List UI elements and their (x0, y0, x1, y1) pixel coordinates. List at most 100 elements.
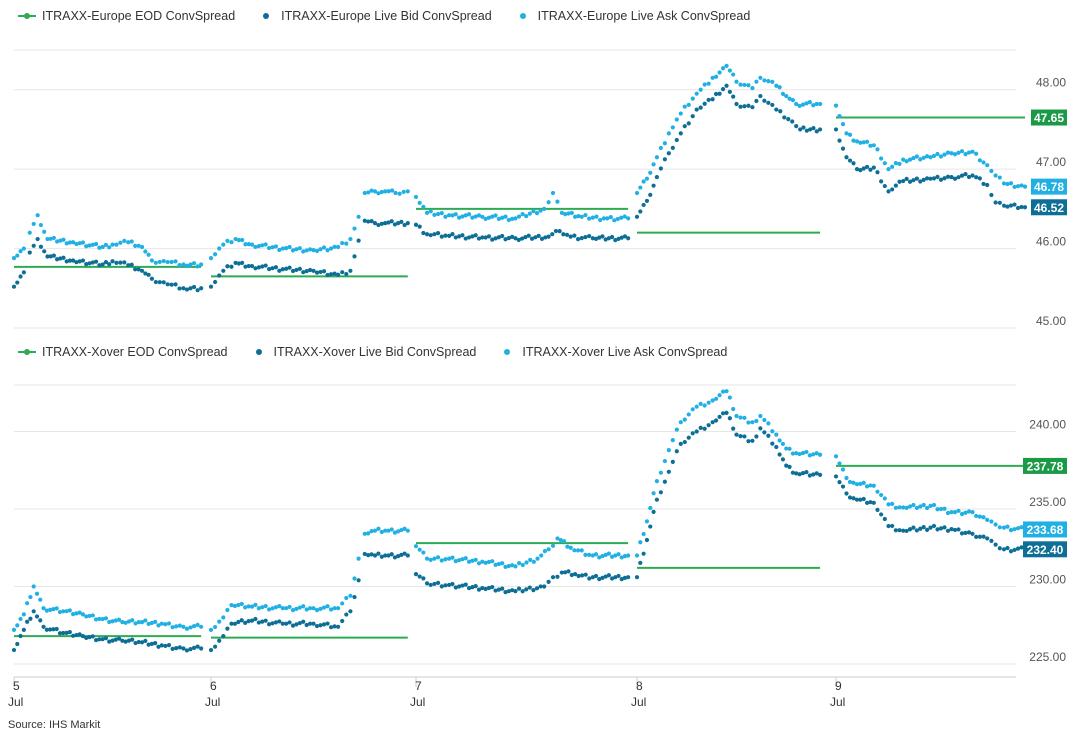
data-point (658, 166, 663, 171)
data-point (868, 167, 873, 172)
data-point (217, 638, 222, 643)
data-point (901, 528, 906, 533)
data-point (290, 248, 296, 253)
data-point (436, 580, 441, 585)
data-point (787, 464, 792, 470)
data-point (893, 183, 898, 188)
data-point (904, 505, 909, 510)
data-point (572, 233, 577, 238)
data-point (314, 248, 320, 254)
data-point (573, 214, 578, 219)
data-point (233, 236, 238, 242)
data-point (139, 620, 145, 625)
data-point (901, 505, 906, 510)
data-point (959, 511, 965, 517)
legend-item-europe-ask[interactable]: ITRAXX-Europe Live Ask ConvSpread (514, 9, 750, 23)
data-point (678, 441, 683, 446)
data-point (529, 236, 535, 241)
data-point (157, 280, 162, 285)
data-point (811, 452, 816, 457)
data-point (174, 646, 179, 651)
data-point (470, 558, 475, 563)
data-point (784, 93, 789, 99)
data-point (273, 244, 279, 249)
data-point (466, 212, 472, 217)
data-point (450, 581, 455, 587)
legend-item-xover-ask[interactable]: ITRAXX-Xover Live Ask ConvSpread (498, 345, 727, 359)
data-point (263, 603, 268, 609)
data-point (942, 525, 947, 530)
data-point (325, 272, 330, 278)
data-point (1015, 205, 1021, 211)
data-point (904, 176, 909, 181)
data-point (750, 420, 755, 425)
data-point (702, 101, 707, 106)
data-point (107, 245, 112, 250)
data-point (840, 484, 846, 489)
data-point (907, 179, 913, 184)
data-point (750, 438, 755, 443)
data-point (77, 259, 82, 264)
data-point (603, 552, 608, 557)
data-point (236, 238, 241, 243)
data-point (116, 636, 122, 641)
data-point (225, 626, 230, 631)
data-point (619, 215, 624, 220)
data-point (369, 218, 374, 224)
data-point (698, 105, 703, 110)
data-point (1001, 525, 1007, 530)
data-point (997, 525, 1002, 530)
data-point (243, 242, 248, 247)
legend-item-europe-eod[interactable]: ITRAXX-Europe EOD ConvSpread (18, 9, 235, 23)
data-point (890, 501, 895, 506)
data-point (173, 282, 178, 287)
legend-item-xover-eod[interactable]: ITRAXX-Xover EOD ConvSpread (18, 345, 228, 359)
data-point (566, 211, 571, 216)
data-point (622, 234, 628, 239)
legend-item-xover-bid[interactable]: ITRAXX-Xover Live Bid ConvSpread (250, 345, 476, 359)
data-point (921, 177, 926, 183)
data-point (510, 563, 515, 568)
data-point (301, 604, 306, 609)
data-point (169, 282, 174, 287)
data-point (253, 602, 258, 608)
data-point (199, 646, 204, 651)
data-point (837, 138, 842, 143)
data-point (476, 213, 482, 218)
data-point (847, 479, 853, 485)
data-point (21, 627, 26, 633)
series-2 (11, 63, 1028, 269)
data-point (386, 189, 391, 194)
data-point (199, 624, 204, 629)
data-point (129, 239, 134, 244)
data-point (413, 194, 419, 200)
data-point (113, 637, 118, 642)
data-point (717, 91, 722, 96)
data-point (615, 216, 620, 222)
data-point (989, 168, 994, 174)
data-point (531, 559, 536, 564)
data-point (844, 475, 849, 481)
legend-item-europe-bid[interactable]: ITRAXX-Europe Live Bid ConvSpread (257, 9, 492, 23)
data-point (506, 563, 511, 569)
data-point (366, 219, 371, 224)
data-point (379, 529, 384, 535)
data-point (886, 167, 891, 172)
data-point (938, 526, 944, 531)
data-point (500, 215, 505, 220)
data-point (38, 597, 43, 602)
data-point (436, 555, 441, 560)
data-point (997, 546, 1002, 551)
data-point (240, 260, 245, 265)
data-point (301, 249, 306, 254)
data-point (938, 154, 944, 159)
data-point (690, 431, 695, 436)
data-point (782, 115, 787, 120)
data-point (287, 244, 292, 250)
data-point (727, 395, 732, 400)
data-point (307, 247, 313, 252)
x-tick-month: Jul (631, 695, 646, 709)
data-point (246, 242, 251, 247)
data-point (542, 206, 547, 211)
data-point (651, 162, 656, 167)
